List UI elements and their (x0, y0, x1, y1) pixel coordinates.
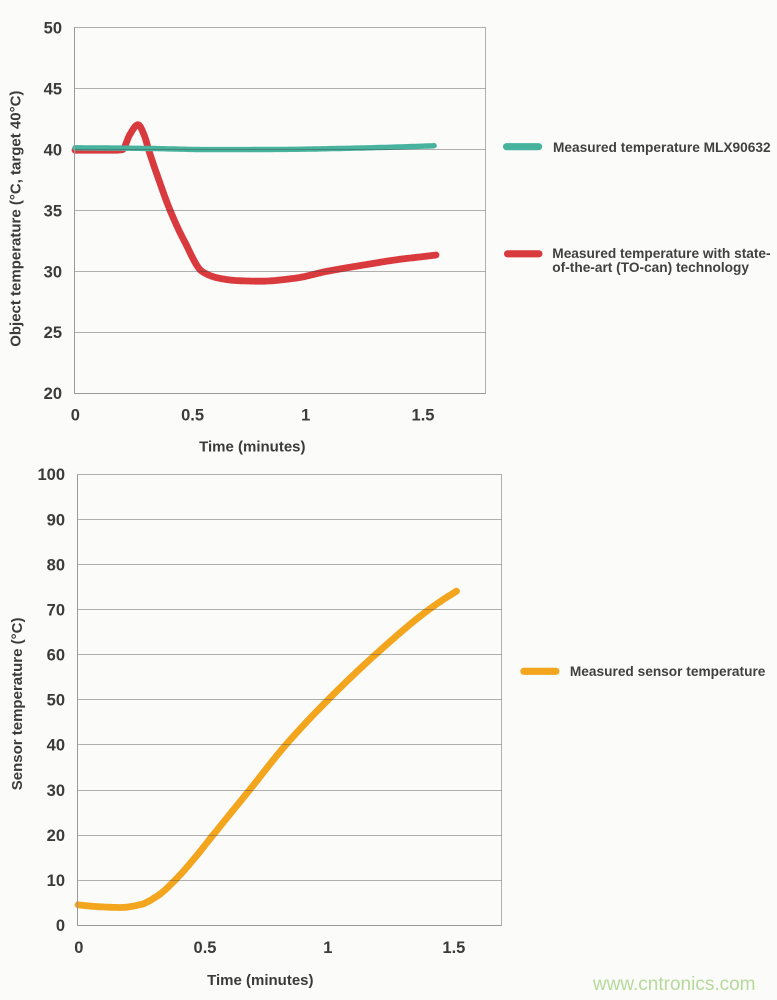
svg-text:0.5: 0.5 (181, 406, 204, 424)
svg-text:50: 50 (44, 20, 62, 38)
svg-text:1.5: 1.5 (442, 939, 465, 957)
svg-text:70: 70 (47, 602, 65, 620)
svg-text:0.5: 0.5 (194, 939, 217, 957)
svg-text:Time (minutes): Time (minutes) (199, 439, 305, 456)
svg-text:100: 100 (37, 466, 65, 484)
svg-text:20: 20 (44, 385, 62, 403)
svg-text:45: 45 (44, 81, 62, 99)
svg-text:40: 40 (47, 737, 65, 755)
svg-text:Time (minutes): Time (minutes) (207, 972, 313, 989)
svg-text:50: 50 (47, 692, 65, 710)
svg-text:Sensor temperature (°C): Sensor temperature (°C) (9, 618, 26, 791)
svg-text:1: 1 (323, 939, 332, 957)
svg-text:0: 0 (56, 917, 65, 935)
svg-text:1.5: 1.5 (412, 406, 435, 424)
svg-text:10: 10 (47, 872, 65, 890)
svg-text:25: 25 (44, 324, 62, 342)
svg-text:80: 80 (47, 556, 65, 574)
svg-text:Object temperature (°C, target: Object temperature (°C, target 40°C) (8, 91, 25, 347)
svg-text:www.cntronics.com: www.cntronics.com (592, 974, 756, 995)
svg-text:40: 40 (44, 141, 62, 159)
svg-text:Measured temperature MLX90632: Measured temperature MLX90632 (553, 140, 771, 155)
svg-text:90: 90 (47, 511, 65, 529)
svg-text:0: 0 (71, 406, 80, 424)
svg-text:60: 60 (47, 647, 65, 665)
svg-text:30: 30 (44, 263, 62, 281)
svg-text:Measured sensor temperature: Measured sensor temperature (570, 664, 766, 679)
svg-text:of-the-art (TO-can) technology: of-the-art (TO-can) technology (552, 260, 749, 275)
svg-text:0: 0 (74, 939, 83, 957)
svg-text:1: 1 (301, 406, 310, 424)
svg-text:35: 35 (44, 202, 62, 220)
svg-text:Measured temperature with stat: Measured temperature with state- (552, 246, 771, 261)
svg-text:20: 20 (47, 827, 65, 845)
svg-text:30: 30 (47, 782, 65, 800)
